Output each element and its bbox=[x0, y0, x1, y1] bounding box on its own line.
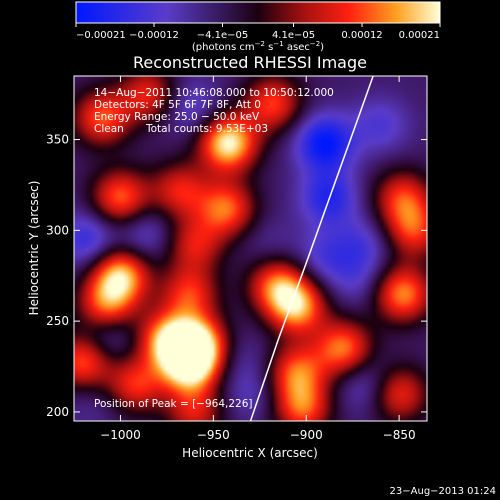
colorbar-tick-label: 4.1e−05 bbox=[272, 30, 315, 41]
y-axis-title: Heliocentric Y (arcsec) bbox=[27, 181, 41, 316]
x-axis-ticks: −1000 −950 −900 −850 bbox=[100, 76, 416, 442]
plot-frame bbox=[73, 75, 428, 422]
total-counts-label: Total counts: 9.53E+03 bbox=[145, 123, 268, 135]
y-tick-label: 200 bbox=[46, 405, 69, 419]
x-tick-label: −850 bbox=[383, 428, 416, 442]
y-tick-label: 250 bbox=[46, 314, 69, 328]
y-axis-ticks: 200 250 300 350 bbox=[46, 133, 427, 419]
time-range-label: 14−Aug−2011 10:46:08.000 to 10:50:12.000 bbox=[94, 87, 334, 99]
colorbar-tick-label: 0.00021 bbox=[399, 30, 440, 41]
colorbar-tick-label: −4.1e−05 bbox=[197, 30, 249, 41]
x-tick-label: −900 bbox=[290, 428, 323, 442]
colorbar-ticks: −0.00021 −0.00012 −4.1e−05 4.1e−05 0.00012 0.… bbox=[75, 23, 441, 41]
colorbar: −0.00021 −0.00012 −4.1e−05 4.1e−05 0.00012 0.… bbox=[75, 1, 441, 53]
x-tick-label: −950 bbox=[197, 428, 230, 442]
energy-range-label: Energy Range: 25.0 − 50.0 keV bbox=[94, 111, 260, 123]
colorbar-unit: (photons cm−2 s−1 asec−2) bbox=[192, 40, 324, 53]
solar-limb-curve bbox=[249, 76, 374, 421]
colorbar-gradient bbox=[75, 1, 441, 24]
plot-area: −1000 −950 −900 −850 200 250 300 350 bbox=[46, 75, 428, 442]
colorbar-tick-label: −0.00012 bbox=[129, 30, 179, 41]
heatmap-image bbox=[74, 76, 427, 421]
annotations: 14−Aug−2011 10:46:08.000 to 10:50:12.000… bbox=[94, 87, 334, 410]
y-tick-label: 350 bbox=[46, 133, 69, 147]
clean-label: Clean bbox=[94, 123, 124, 135]
colorbar-tick-label: 0.00012 bbox=[341, 30, 382, 41]
x-axis-title: Heliocentric X (arcsec) bbox=[182, 446, 318, 460]
peak-position-label: Position of Peak = [−964,226] bbox=[94, 398, 253, 410]
colorbar-tick-label: −0.00021 bbox=[76, 30, 126, 41]
y-tick-label: 300 bbox=[46, 223, 69, 237]
x-tick-label: −1000 bbox=[100, 428, 141, 442]
chart-title: Reconstructed RHESSI Image bbox=[133, 53, 367, 72]
detectors-label: Detectors: 4F 5F 6F 7F 8F, Att 0 bbox=[94, 99, 261, 111]
generation-date: 23−Aug−2013 01:24 bbox=[390, 486, 496, 497]
